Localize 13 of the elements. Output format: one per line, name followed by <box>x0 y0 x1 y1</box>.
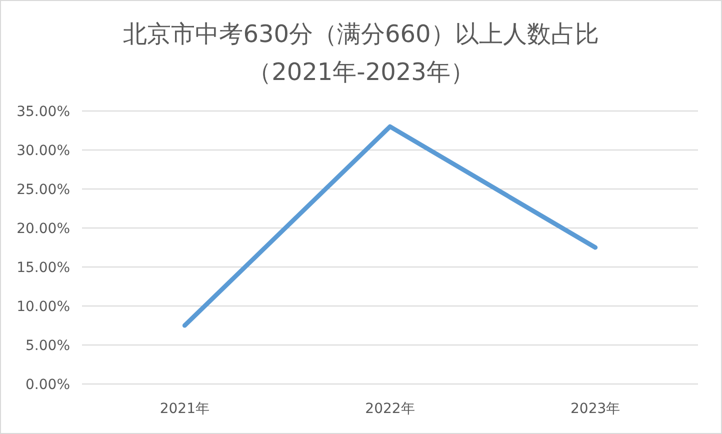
chart-title: 北京市中考630分（满分660）以上人数占比 <box>123 20 599 48</box>
y-tick-label: 0.00% <box>26 377 70 393</box>
y-tick-label: 20.00% <box>16 221 70 237</box>
y-tick-label: 10.00% <box>16 299 70 315</box>
y-tick-label: 15.00% <box>16 260 70 276</box>
x-tick-label: 2022年 <box>365 401 415 417</box>
y-tick-label: 30.00% <box>16 143 70 159</box>
chart-subtitle: （2021年-2023年） <box>248 58 474 86</box>
x-tick-label: 2021年 <box>160 401 210 417</box>
x-tick-label: 2023年 <box>570 401 620 417</box>
y-tick-label: 25.00% <box>16 182 70 198</box>
y-tick-label: 5.00% <box>26 338 70 354</box>
y-tick-label: 35.00% <box>16 104 70 120</box>
